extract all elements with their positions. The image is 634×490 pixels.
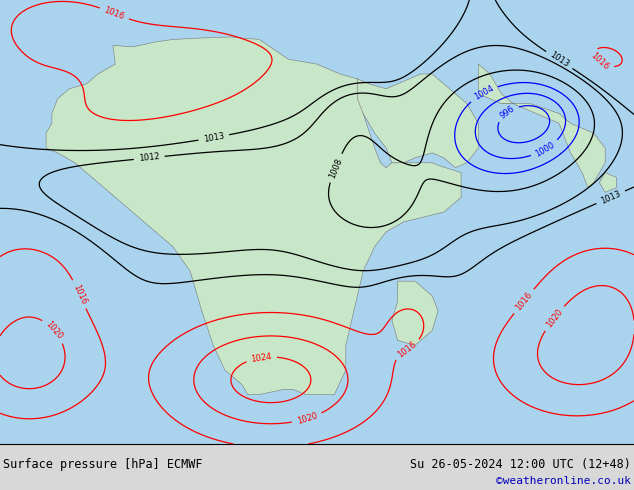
Text: 1013: 1013 [548,50,571,70]
Text: 1004: 1004 [472,84,495,102]
Text: 996: 996 [498,104,517,121]
Text: 1013: 1013 [203,131,225,144]
Text: 1013: 1013 [599,189,622,206]
Text: Su 26-05-2024 12:00 UTC (12+48): Su 26-05-2024 12:00 UTC (12+48) [410,458,631,471]
Text: 1012: 1012 [138,152,160,163]
Text: 1000: 1000 [534,140,557,158]
Polygon shape [392,281,438,345]
Text: 1020: 1020 [295,411,318,426]
Text: 1016: 1016 [396,340,418,359]
Text: 1016: 1016 [514,290,534,312]
Text: 1024: 1024 [250,352,273,364]
Text: 1016: 1016 [589,51,611,72]
Text: 1020: 1020 [544,307,564,329]
Text: 1016: 1016 [103,5,126,22]
Text: 1020: 1020 [44,319,65,342]
Text: 1016: 1016 [71,283,88,306]
Polygon shape [0,0,634,444]
Polygon shape [479,64,513,103]
Polygon shape [501,103,605,188]
Polygon shape [46,37,461,394]
Polygon shape [599,172,617,193]
Polygon shape [358,74,479,168]
Text: 1008: 1008 [327,156,344,179]
Text: Surface pressure [hPa] ECMWF: Surface pressure [hPa] ECMWF [3,458,203,471]
Text: ©weatheronline.co.uk: ©weatheronline.co.uk [496,476,631,486]
